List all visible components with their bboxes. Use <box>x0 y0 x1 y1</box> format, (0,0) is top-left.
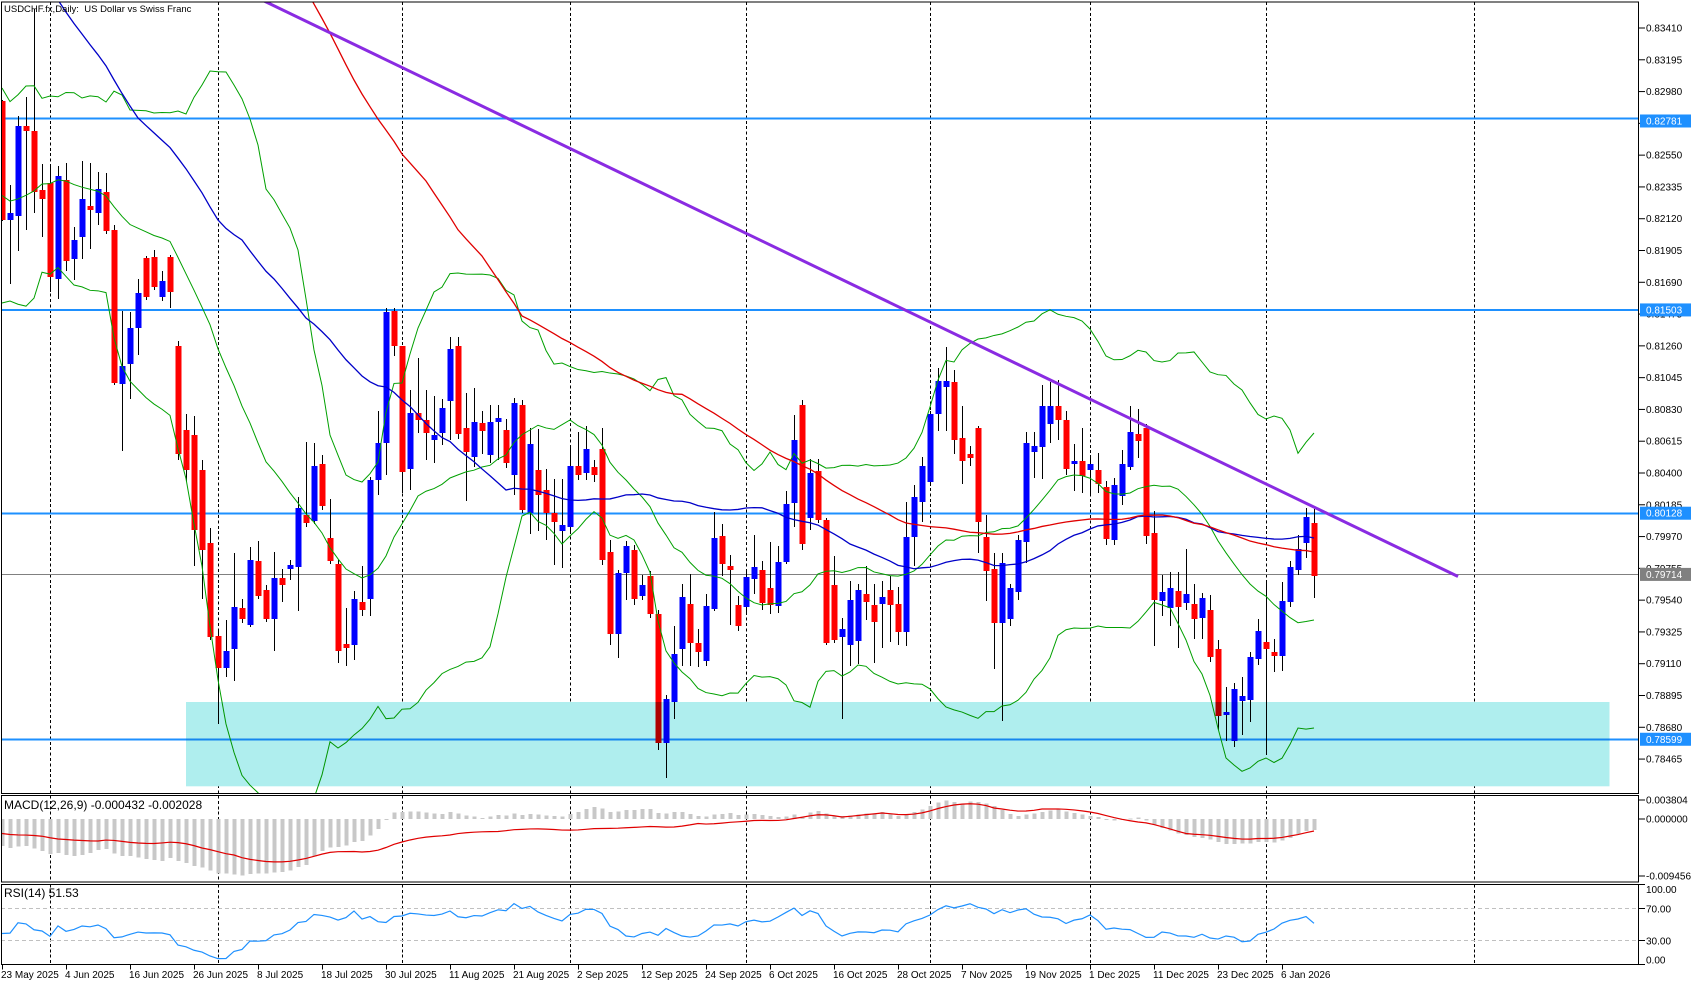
svg-text:0.80830: 0.80830 <box>1646 405 1683 416</box>
svg-text:RSI(14) 51.53: RSI(14) 51.53 <box>4 886 79 900</box>
svg-text:-0.009456: -0.009456 <box>1646 872 1691 883</box>
svg-text:30.00: 30.00 <box>1646 937 1671 948</box>
svg-text:11 Aug 2025: 11 Aug 2025 <box>449 970 505 981</box>
svg-text:1 Dec 2025: 1 Dec 2025 <box>1089 970 1141 981</box>
svg-text:100.00: 100.00 <box>1646 885 1677 896</box>
svg-text:23 Dec 2025: 23 Dec 2025 <box>1217 970 1274 981</box>
svg-text:0.81905: 0.81905 <box>1646 246 1683 257</box>
svg-text:0.80400: 0.80400 <box>1646 468 1683 479</box>
svg-text:0.81260: 0.81260 <box>1646 341 1683 352</box>
svg-text:0.80128: 0.80128 <box>1646 509 1683 520</box>
svg-text:16 Oct 2025: 16 Oct 2025 <box>833 970 888 981</box>
svg-text:26 Jun 2025: 26 Jun 2025 <box>193 970 248 981</box>
svg-text:24 Sep 2025: 24 Sep 2025 <box>705 970 762 981</box>
svg-text:0.79110: 0.79110 <box>1646 659 1682 670</box>
svg-text:0.78895: 0.78895 <box>1646 691 1683 702</box>
svg-text:0.82550: 0.82550 <box>1646 151 1683 162</box>
svg-text:0.79970: 0.79970 <box>1646 532 1683 543</box>
svg-text:0.003804: 0.003804 <box>1646 796 1688 807</box>
svg-text:0.80185: 0.80185 <box>1646 500 1683 511</box>
svg-text:6 Jan 2026: 6 Jan 2026 <box>1281 970 1331 981</box>
svg-text:21 Aug 2025: 21 Aug 2025 <box>513 970 570 981</box>
svg-text:12 Sep 2025: 12 Sep 2025 <box>641 970 698 981</box>
svg-text:28 Oct 2025: 28 Oct 2025 <box>897 970 952 981</box>
svg-text:16 Jun 2025: 16 Jun 2025 <box>129 970 184 981</box>
svg-text:7 Nov 2025: 7 Nov 2025 <box>961 970 1013 981</box>
svg-text:19 Nov 2025: 19 Nov 2025 <box>1025 970 1082 981</box>
svg-text:0.82980: 0.82980 <box>1646 87 1683 98</box>
svg-text:0.79325: 0.79325 <box>1646 627 1683 638</box>
svg-text:0.78465: 0.78465 <box>1646 755 1683 766</box>
svg-text:0.79540: 0.79540 <box>1646 596 1683 607</box>
svg-text:0.82120: 0.82120 <box>1646 214 1683 225</box>
svg-text:11 Dec 2025: 11 Dec 2025 <box>1153 970 1209 981</box>
svg-text:18 Jul 2025: 18 Jul 2025 <box>321 970 373 981</box>
svg-text:0.81045: 0.81045 <box>1646 373 1683 384</box>
svg-text:70.00: 70.00 <box>1646 905 1671 916</box>
svg-text:0.79714: 0.79714 <box>1646 570 1683 581</box>
svg-text:0.81503: 0.81503 <box>1646 305 1683 316</box>
svg-text:6 Oct 2025: 6 Oct 2025 <box>769 970 818 981</box>
svg-text:0.83195: 0.83195 <box>1646 55 1683 66</box>
svg-text:2 Sep 2025: 2 Sep 2025 <box>577 970 629 981</box>
svg-text:0.81690: 0.81690 <box>1646 278 1683 289</box>
svg-text:4 Jun 2025: 4 Jun 2025 <box>65 970 115 981</box>
svg-text:0.78680: 0.78680 <box>1646 723 1683 734</box>
svg-text:23 May 2025: 23 May 2025 <box>1 970 59 981</box>
svg-text:0.82335: 0.82335 <box>1646 182 1683 193</box>
svg-text:0.82781: 0.82781 <box>1646 116 1683 127</box>
svg-text:8 Jul 2025: 8 Jul 2025 <box>257 970 304 981</box>
svg-text:0.00: 0.00 <box>1646 956 1666 967</box>
svg-text:0.80615: 0.80615 <box>1646 437 1683 448</box>
svg-text:0.83410: 0.83410 <box>1646 24 1683 35</box>
svg-text:MACD(12,26,9) -0.000432 -0.002: MACD(12,26,9) -0.000432 -0.002028 <box>4 798 202 812</box>
svg-text:USDCHF.fx,Daily: US Dollar vs: USDCHF.fx,Daily: US Dollar vs Swiss Fran… <box>4 4 192 15</box>
svg-text:0.000000: 0.000000 <box>1646 815 1688 826</box>
svg-text:30 Jul 2025: 30 Jul 2025 <box>385 970 437 981</box>
svg-text:0.78599: 0.78599 <box>1646 735 1683 746</box>
